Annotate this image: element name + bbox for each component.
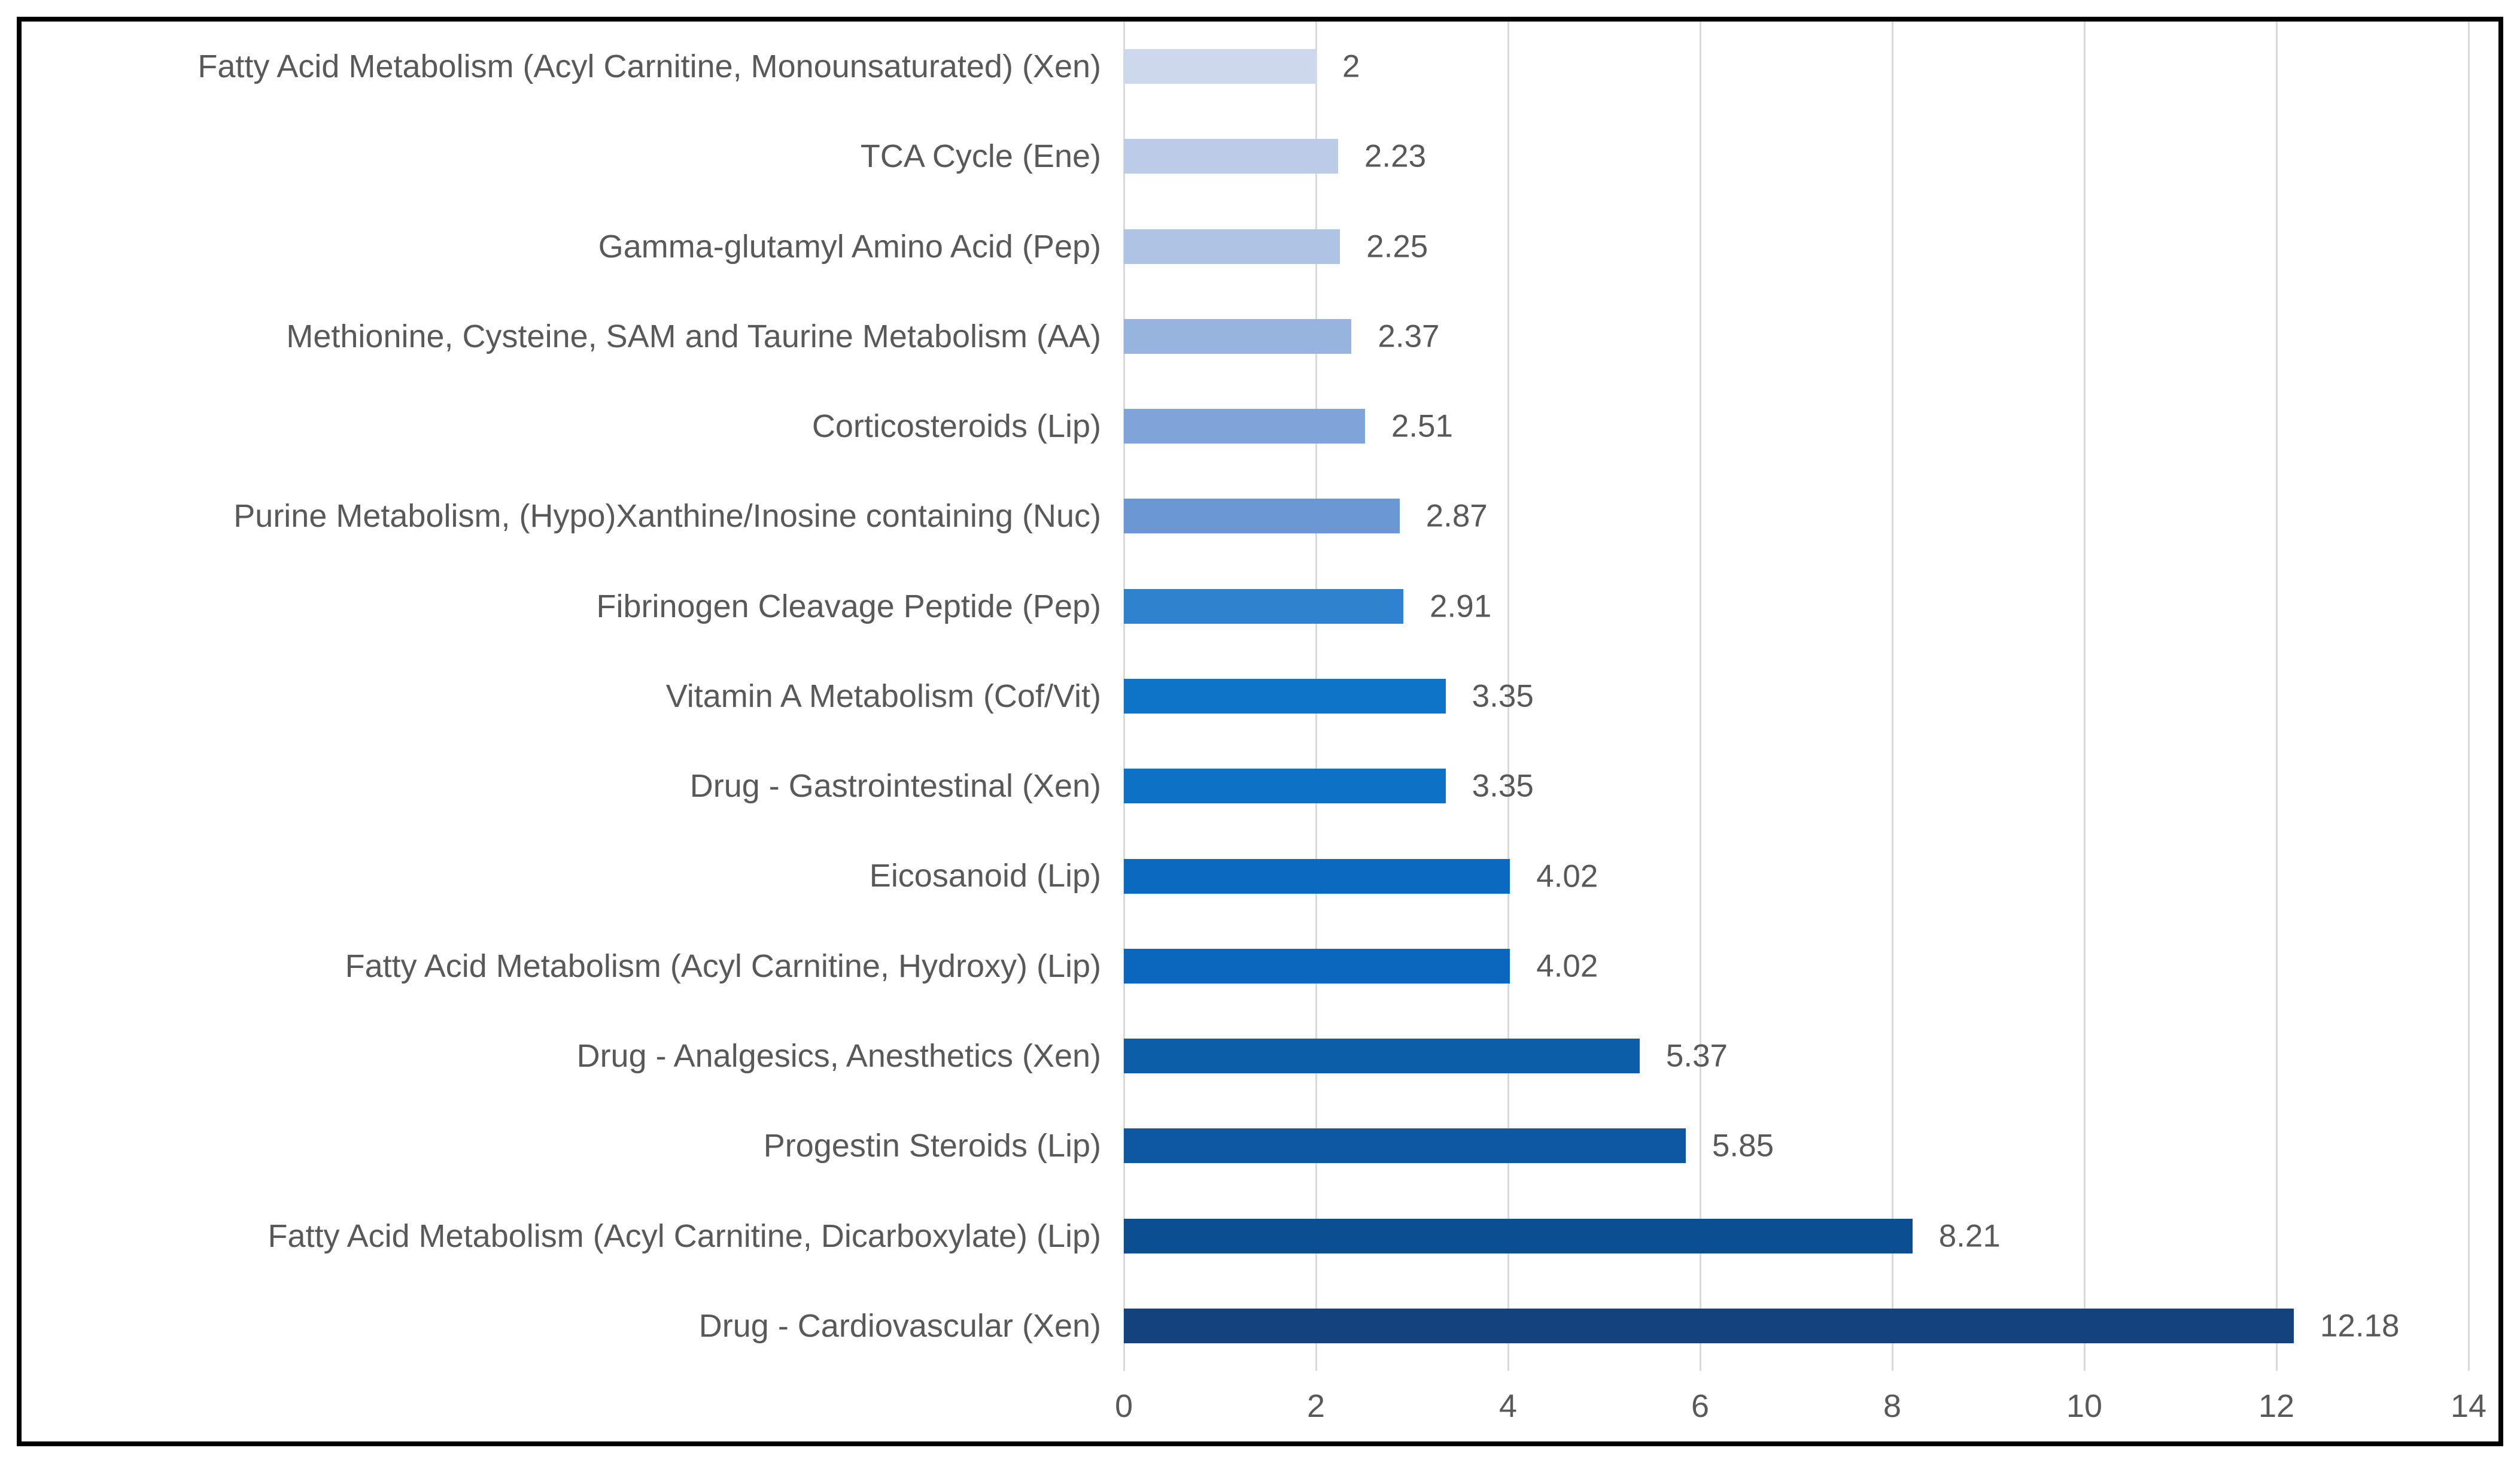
bar <box>1124 1128 1686 1164</box>
gridline-x-4 <box>1507 22 1509 1371</box>
bar <box>1124 318 1352 354</box>
bar <box>1124 1039 1640 1074</box>
gridline-x-10 <box>2083 22 2086 1371</box>
bar-value-label: 2.25 <box>1366 229 1428 265</box>
category-label: TCA Cycle (Ene) <box>860 138 1101 175</box>
bar <box>1124 678 1446 714</box>
x-axis-tick-label: 12 <box>2258 1388 2295 1424</box>
bar-row: 2.87 <box>1124 471 2469 561</box>
bar-row: 8.21 <box>1124 1191 2469 1280</box>
bar-value-label: 3.35 <box>1472 768 1534 804</box>
bar-value-label: 8.21 <box>1938 1218 2001 1254</box>
x-axis-tick-label: 2 <box>1306 1388 1326 1424</box>
x-axis-tick-label: 10 <box>2066 1388 2103 1424</box>
bar-row: 2.25 <box>1124 202 2469 292</box>
bar-row: 2.91 <box>1124 561 2469 651</box>
bar-value-label: 2.87 <box>1425 498 1488 534</box>
gridline-x-14 <box>2467 22 2470 1371</box>
bar-row: 12.18 <box>1124 1281 2469 1371</box>
bar <box>1124 499 1400 534</box>
bar <box>1124 1308 2294 1343</box>
x-axis-tick-label: 14 <box>2450 1388 2487 1424</box>
category-label: Drug - Cardiovascular (Xen) <box>698 1307 1101 1344</box>
bar-value-label: 2.23 <box>1364 138 1427 174</box>
category-label: Corticosteroids (Lip) <box>811 408 1101 445</box>
bar-row: 2.37 <box>1124 292 2469 381</box>
bar <box>1124 769 1446 804</box>
bar <box>1124 409 1365 444</box>
bar <box>1124 49 1316 84</box>
bar-row: 3.35 <box>1124 651 2469 741</box>
gridline-x-12 <box>2275 22 2278 1371</box>
category-label: Methionine, Cysteine, SAM and Taurine Me… <box>286 318 1101 354</box>
bar <box>1124 139 1338 174</box>
category-label: Fatty Acid Metabolism (Acyl Carnitine, D… <box>267 1218 1101 1254</box>
category-label: Eicosanoid (Lip) <box>869 858 1101 894</box>
bar-value-label: 2 <box>1342 48 1360 84</box>
bar-value-label: 2.51 <box>1391 408 1453 444</box>
plot-area: 2 2.23 2.25 2.37 2.51 2.87 2.91 3.35 3.35 4.02 4.0… <box>1123 22 2470 1371</box>
bar <box>1124 1218 1913 1253</box>
category-label: Fatty Acid Metabolism (Acyl Carnitine, H… <box>345 948 1101 984</box>
bar <box>1124 858 1510 894</box>
category-label: Gamma-glutamyl Amino Acid (Pep) <box>598 228 1101 265</box>
x-axis-tick-label: 6 <box>1691 1388 1710 1424</box>
bar-row: 5.37 <box>1124 1011 2469 1101</box>
category-label: Progestin Steroids (Lip) <box>763 1128 1101 1164</box>
bar <box>1124 229 1340 264</box>
bar-row: 3.35 <box>1124 741 2469 831</box>
bar-value-label: 2.91 <box>1430 588 1492 624</box>
bar-value-label: 5.37 <box>1665 1038 1728 1074</box>
category-label: Drug - Analgesics, Anesthetics (Xen) <box>576 1038 1101 1074</box>
bar-row: 5.85 <box>1124 1101 2469 1191</box>
bar-value-label: 2.37 <box>1378 318 1440 354</box>
bar-value-label: 3.35 <box>1472 678 1534 714</box>
gridline-x-8 <box>1891 22 1893 1371</box>
gridline-x-6 <box>1699 22 1701 1371</box>
bar-row: 2.51 <box>1124 381 2469 471</box>
bar-row: 2.23 <box>1124 111 2469 201</box>
bar-row: 4.02 <box>1124 831 2469 921</box>
x-axis-tick-label: 4 <box>1498 1388 1518 1424</box>
category-label: Fibrinogen Cleavage Peptide (Pep) <box>596 588 1101 624</box>
bar-value-label: 5.85 <box>1712 1128 1774 1164</box>
category-label: Vitamin A Metabolism (Cof/Vit) <box>665 678 1101 714</box>
x-axis-tick-label: 8 <box>1883 1388 1902 1424</box>
x-axis-tick-label: 0 <box>1114 1388 1133 1424</box>
bar <box>1124 588 1404 624</box>
bar <box>1124 948 1510 984</box>
bar-value-label: 12.18 <box>2320 1308 2400 1344</box>
category-axis: Fatty Acid Metabolism (Acyl Carnitine, M… <box>29 22 1101 1371</box>
bar-row: 2 <box>1124 22 2469 111</box>
bar-value-label: 4.02 <box>1536 858 1598 894</box>
bar-row: 4.02 <box>1124 921 2469 1011</box>
category-label: Fatty Acid Metabolism (Acyl Carnitine, M… <box>197 48 1101 85</box>
category-label: Purine Metabolism, (Hypo)Xanthine/Inosin… <box>233 498 1101 535</box>
bar-value-label: 4.02 <box>1536 948 1598 984</box>
category-label: Drug - Gastrointestinal (Xen) <box>689 768 1101 805</box>
